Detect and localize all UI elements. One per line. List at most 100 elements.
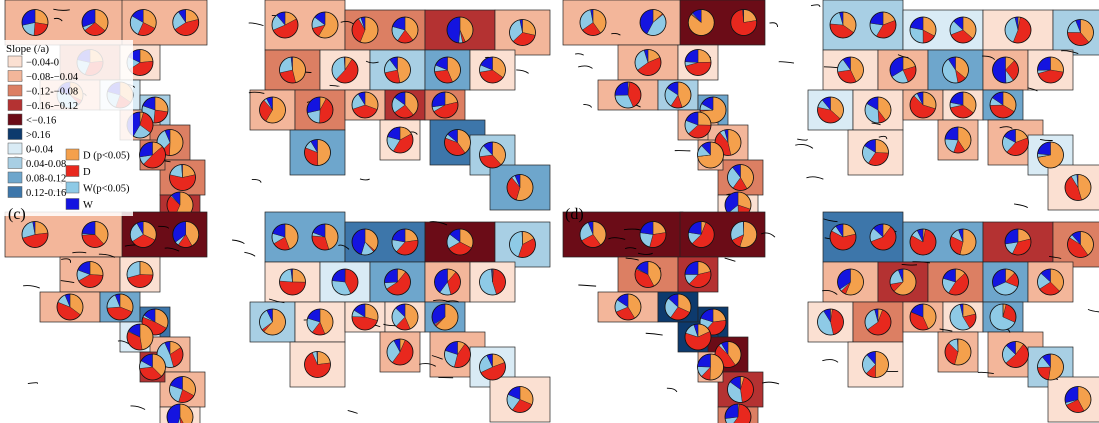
pie-outline	[699, 308, 727, 336]
legend-label-slope: 0-0.04	[26, 145, 54, 156]
pie-outline	[271, 223, 299, 251]
pie-outline	[169, 376, 196, 403]
pie-outline	[21, 221, 49, 248]
coastline	[268, 298, 285, 304]
coastline	[248, 22, 264, 27]
pie-outline	[949, 91, 977, 119]
pie-outline	[431, 303, 459, 331]
pie-outline	[304, 139, 331, 166]
pie-outline	[446, 228, 474, 256]
pie-outline	[479, 141, 506, 169]
coastline	[608, 237, 626, 240]
pie-outline	[829, 11, 857, 39]
pie-outline	[129, 9, 157, 36]
pie-outline	[56, 293, 84, 321]
pie-outline	[684, 261, 712, 288]
pie-outline	[106, 293, 134, 321]
pie-outline	[909, 228, 937, 256]
coastline	[901, 263, 918, 266]
pie-outline	[304, 351, 331, 378]
map-panels	[4, 0, 1099, 423]
pie-outline	[889, 268, 917, 296]
coastline	[823, 218, 838, 223]
pie-outline	[386, 126, 414, 154]
pie-outline	[506, 174, 534, 201]
pie-outline	[431, 91, 459, 119]
legend-label-pie: W(p<0.05)	[83, 184, 130, 195]
pie-outline	[697, 141, 724, 169]
panel-label-d: (d)	[565, 206, 584, 223]
pie-outline	[506, 386, 534, 413]
pie-outline	[862, 139, 889, 166]
legend-swatch-slope	[7, 70, 23, 82]
coastline	[365, 60, 379, 64]
legend-swatch-slope	[7, 55, 23, 68]
pie-outline	[391, 91, 419, 119]
pie-outline	[331, 268, 359, 296]
pie-outline	[727, 376, 754, 403]
coastline	[1027, 87, 1038, 92]
pie-outline	[829, 223, 857, 251]
pie-outline	[992, 56, 1019, 84]
coastline	[72, 251, 87, 254]
pie-slice	[179, 416, 184, 423]
legend-title: Slope (/a)	[6, 43, 49, 55]
pie-outline	[81, 221, 109, 248]
pie-outline	[949, 16, 977, 44]
legend-label-slope: −0.12-−0.08	[26, 87, 78, 98]
legend-swatch-pie	[65, 148, 80, 161]
pie-outline	[259, 96, 286, 124]
pie-outline	[139, 353, 166, 381]
coastline	[578, 65, 593, 69]
pie-outline	[862, 351, 889, 378]
pie-outline	[169, 164, 196, 191]
pie-outline	[444, 129, 471, 156]
coastline	[666, 387, 678, 393]
legend-swatch-slope	[7, 186, 23, 198]
pie-outline	[271, 11, 299, 39]
pie-outline	[1037, 56, 1064, 84]
pie-outline	[864, 96, 892, 124]
pie-outline	[989, 303, 1017, 331]
coastline	[871, 122, 881, 126]
coastline	[251, 179, 262, 183]
pie-outline	[279, 56, 306, 84]
legend: Slope (/a) −0.04-0 −0.08-−0.04 −0.12-−0.08…	[3, 40, 133, 216]
pie-outline	[129, 221, 157, 248]
pie-outline	[730, 9, 758, 36]
pie-outline	[351, 16, 379, 44]
coastline	[1049, 256, 1062, 260]
pie-outline	[1067, 19, 1094, 46]
pie-outline	[889, 56, 917, 84]
coastline	[982, 55, 996, 60]
coastline	[419, 363, 436, 367]
coastline	[623, 228, 642, 231]
pie-outline	[391, 228, 419, 256]
pie-outline	[351, 228, 379, 256]
coastline	[53, 17, 63, 22]
pie-outline	[126, 261, 154, 288]
pie-outline	[837, 268, 864, 296]
legend-swatch-slope	[7, 128, 23, 140]
legend-swatch-slope	[7, 84, 23, 97]
pie-outline	[126, 323, 154, 351]
pie-outline	[172, 221, 200, 248]
pie-outline	[869, 223, 897, 251]
coastline	[878, 135, 888, 140]
pie-outline	[864, 308, 892, 336]
coastline	[1013, 203, 1029, 208]
coastline	[130, 405, 146, 410]
pie-outline	[391, 303, 419, 331]
legend-label-pie: W	[83, 200, 93, 211]
pie-outline	[384, 268, 411, 296]
coastline	[340, 20, 354, 25]
coastline	[778, 61, 795, 64]
pie-outline	[1002, 129, 1029, 156]
pie-outline	[949, 303, 977, 331]
pie-outline	[172, 9, 200, 36]
pie-outline	[384, 56, 411, 84]
coastline	[27, 382, 38, 385]
coastline	[795, 143, 814, 149]
pie-outline	[687, 221, 715, 248]
